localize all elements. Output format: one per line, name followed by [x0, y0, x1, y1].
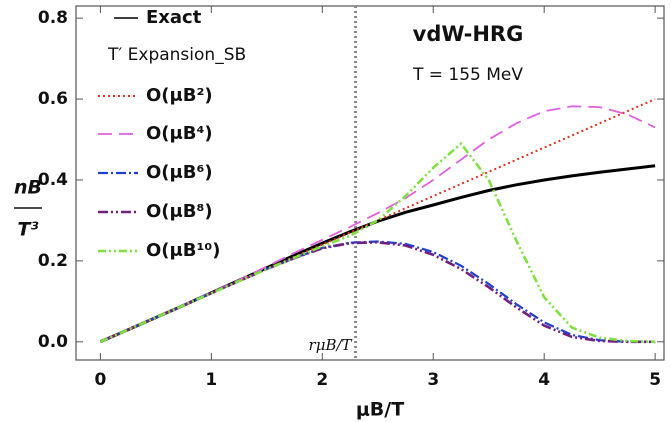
legend-label: O(μB⁴): [146, 123, 213, 144]
plot-frame: [75, 5, 665, 361]
y-tick-label: 0.8: [38, 8, 68, 28]
y-axis-label: T³: [17, 219, 39, 241]
y-tick-label: 0.2: [38, 251, 68, 271]
y-tick-label: 0.4: [38, 170, 68, 190]
legend-label: O(μB⁶): [146, 162, 213, 183]
y-tick-label: 0.6: [38, 89, 68, 109]
legend-title: T′ Expansion_SB: [107, 45, 246, 65]
legend-label: O(μB⁸): [146, 201, 213, 222]
x-tick-label: 2: [316, 370, 328, 390]
x-tick-label: 3: [427, 370, 439, 390]
y-tick-label: 0.0: [38, 332, 68, 352]
chart-title: vdW-HRG: [413, 22, 524, 46]
legend-label: O(μB²): [146, 85, 213, 106]
legend-label: Exact: [146, 7, 202, 28]
legend-label: O(μB¹⁰): [146, 240, 221, 261]
series-line: [99, 240, 656, 343]
x-tick-label: 1: [205, 370, 217, 390]
series-line: [100, 105, 656, 343]
x-axis-label: μB/T: [356, 399, 404, 421]
x-tick-label: 0: [94, 370, 106, 390]
series-line: [99, 141, 656, 344]
x-tick-label: 4: [538, 370, 550, 390]
x-tick-label: 5: [649, 370, 661, 390]
vertical-line-label: rμB/T: [309, 336, 353, 354]
y-axis-label: nB: [14, 177, 42, 199]
subtitle: T = 155 MeV: [412, 65, 523, 85]
